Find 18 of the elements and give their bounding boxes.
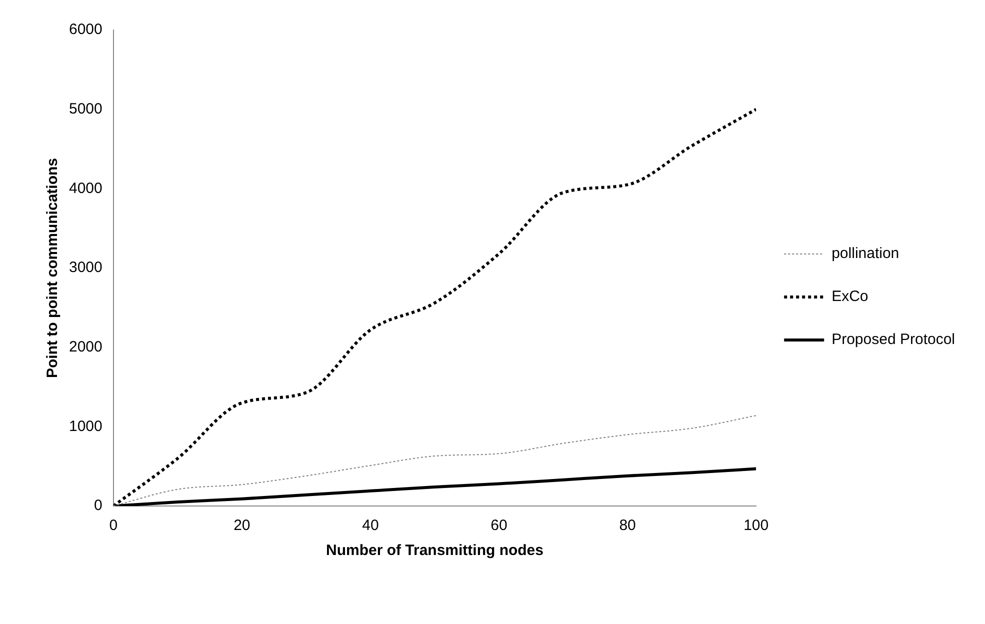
y-tick-label: 0	[94, 497, 102, 514]
x-tick-label: 20	[234, 517, 250, 534]
x-tick-label: 80	[619, 517, 636, 534]
legend-label: ExCo	[832, 288, 868, 306]
legend-label: Proposed Protocol	[832, 331, 955, 348]
y-tick-label: 2000	[68, 338, 102, 356]
x-tick-label: 100	[744, 517, 769, 534]
y-tick-label: 4000	[68, 180, 102, 197]
x-axis-title: Number of Transmitting nodes	[326, 542, 544, 560]
x-tick-label: 0	[109, 517, 118, 534]
legend-label: pollination	[832, 245, 900, 262]
y-tick-label: 1000	[68, 418, 102, 435]
y-axis-title: Point to point communications	[44, 158, 62, 378]
y-tick-label: 5000	[68, 100, 102, 118]
x-tick-label: 60	[490, 517, 508, 534]
y-tick-label: 6000	[68, 21, 102, 38]
x-tick-label: 40	[362, 517, 379, 534]
y-tick-label: 3000	[68, 259, 102, 276]
